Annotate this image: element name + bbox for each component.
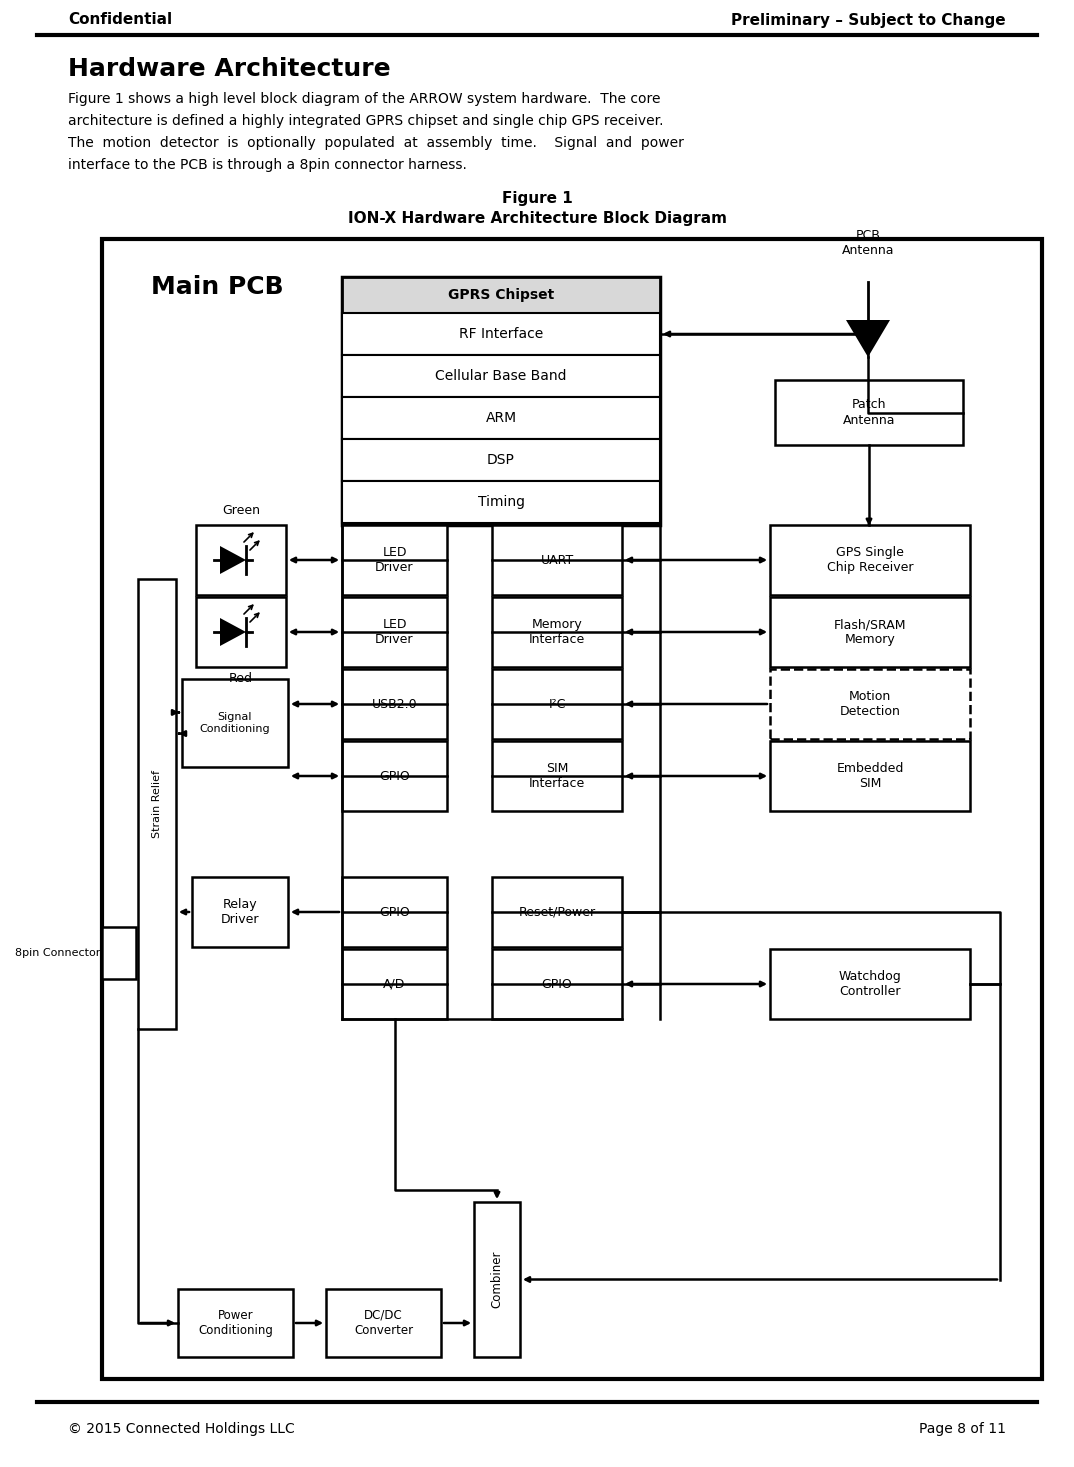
- Text: LED
Driver: LED Driver: [375, 546, 413, 574]
- Bar: [342, 949, 447, 1020]
- Bar: [342, 355, 661, 398]
- Text: architecture is defined a highly integrated GPRS chipset and single chip GPS rec: architecture is defined a highly integra…: [68, 114, 664, 128]
- Polygon shape: [846, 320, 890, 356]
- Text: ION-X Hardware Architecture Block Diagram: ION-X Hardware Architecture Block Diagra…: [348, 211, 726, 226]
- Bar: [492, 741, 622, 811]
- Text: © 2015 Connected Holdings LLC: © 2015 Connected Holdings LLC: [68, 1422, 294, 1436]
- Text: UART: UART: [540, 553, 574, 566]
- Bar: [770, 949, 970, 1020]
- Text: Reset/Power: Reset/Power: [519, 905, 596, 918]
- Bar: [342, 669, 447, 739]
- Text: Combiner: Combiner: [491, 1251, 504, 1309]
- Bar: [492, 597, 622, 667]
- Text: GPS Single
Chip Receiver: GPS Single Chip Receiver: [827, 546, 913, 574]
- Text: I²C: I²C: [549, 697, 566, 710]
- Polygon shape: [220, 546, 246, 574]
- Text: Cellular Base Band: Cellular Base Band: [435, 370, 567, 383]
- Text: Figure 1 shows a high level block diagram of the ARROW system hardware.  The cor: Figure 1 shows a high level block diagra…: [68, 92, 661, 106]
- Bar: [342, 312, 661, 355]
- Bar: [342, 439, 661, 481]
- Text: Embedded
SIM: Embedded SIM: [837, 761, 903, 791]
- Bar: [102, 927, 136, 978]
- Text: Main PCB: Main PCB: [150, 274, 284, 299]
- Bar: [770, 525, 970, 596]
- Text: GPIO: GPIO: [541, 977, 572, 990]
- Text: Signal
Conditioning: Signal Conditioning: [200, 711, 271, 734]
- Text: SIM
Interface: SIM Interface: [528, 761, 585, 791]
- Bar: [326, 1289, 441, 1357]
- Text: Red: Red: [229, 672, 253, 685]
- Text: DSP: DSP: [488, 453, 514, 467]
- Bar: [770, 669, 970, 739]
- Text: GPIO: GPIO: [379, 905, 410, 918]
- Bar: [182, 679, 288, 767]
- Bar: [770, 597, 970, 667]
- Bar: [342, 277, 661, 525]
- Text: Relay
Driver: Relay Driver: [221, 898, 259, 926]
- Bar: [342, 277, 661, 312]
- Text: PCB
Antenna: PCB Antenna: [842, 229, 895, 257]
- Polygon shape: [220, 618, 246, 645]
- Text: 8pin Connector: 8pin Connector: [15, 948, 100, 958]
- Bar: [492, 525, 622, 596]
- Text: LED
Driver: LED Driver: [375, 618, 413, 645]
- Bar: [192, 877, 288, 948]
- Text: Memory
Interface: Memory Interface: [528, 618, 585, 645]
- Bar: [474, 1201, 520, 1357]
- Text: DC/DC
Converter: DC/DC Converter: [354, 1309, 413, 1336]
- Text: USB2.0: USB2.0: [372, 697, 418, 710]
- Bar: [492, 877, 622, 948]
- Text: Confidential: Confidential: [68, 13, 172, 28]
- Bar: [102, 239, 1042, 1379]
- Text: Strain Relief: Strain Relief: [153, 770, 162, 838]
- Text: Motion
Detection: Motion Detection: [840, 689, 900, 717]
- Bar: [342, 877, 447, 948]
- Text: RF Interface: RF Interface: [459, 327, 543, 340]
- Text: A/D: A/D: [383, 977, 406, 990]
- Text: Timing: Timing: [478, 494, 524, 509]
- Bar: [492, 949, 622, 1020]
- Text: Green: Green: [222, 505, 260, 518]
- Text: The  motion  detector  is  optionally  populated  at  assembly  time.    Signal : The motion detector is optionally popula…: [68, 136, 684, 150]
- Bar: [195, 597, 286, 667]
- Bar: [137, 579, 176, 1028]
- Text: Watchdog
Controller: Watchdog Controller: [839, 970, 901, 998]
- Bar: [775, 380, 963, 445]
- Text: Preliminary – Subject to Change: Preliminary – Subject to Change: [731, 13, 1006, 28]
- Text: interface to the PCB is through a 8pin connector harness.: interface to the PCB is through a 8pin c…: [68, 158, 467, 172]
- Text: Power
Conditioning: Power Conditioning: [198, 1309, 273, 1336]
- Text: Hardware Architecture: Hardware Architecture: [68, 57, 391, 81]
- Bar: [342, 741, 447, 811]
- Bar: [342, 525, 447, 596]
- Text: Figure 1: Figure 1: [502, 192, 572, 207]
- Bar: [195, 525, 286, 596]
- Bar: [342, 398, 661, 439]
- Bar: [770, 741, 970, 811]
- Text: Flash/SRAM
Memory: Flash/SRAM Memory: [833, 618, 906, 645]
- Text: ARM: ARM: [485, 411, 517, 425]
- Text: GPRS Chipset: GPRS Chipset: [448, 288, 554, 302]
- Text: GPIO: GPIO: [379, 770, 410, 782]
- Bar: [178, 1289, 293, 1357]
- Bar: [492, 669, 622, 739]
- Text: Patch
Antenna: Patch Antenna: [843, 399, 896, 427]
- Bar: [342, 597, 447, 667]
- Bar: [342, 481, 661, 524]
- Text: Page 8 of 11: Page 8 of 11: [919, 1422, 1006, 1436]
